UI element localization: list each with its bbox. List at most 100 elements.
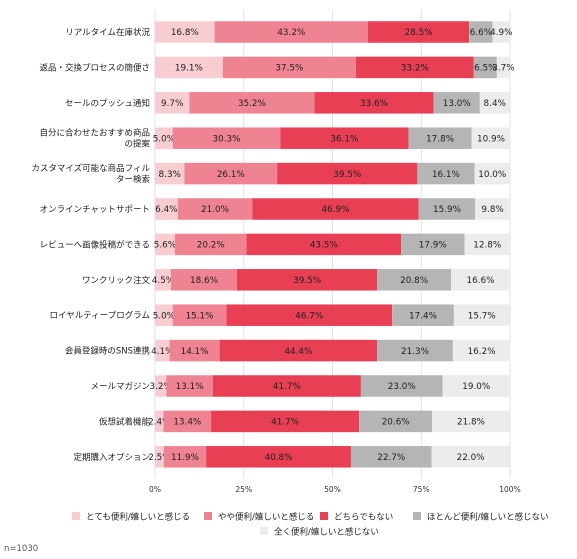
data-label: 13.1% <box>176 382 204 392</box>
category-label: ワンクリック注文 <box>82 275 151 286</box>
bar-segment <box>155 339 170 362</box>
bar-segment <box>473 56 497 79</box>
data-label: 43.2% <box>277 28 305 38</box>
bar-segment <box>475 198 510 220</box>
x-tick-label: 25% <box>235 485 252 494</box>
data-label: 18.6% <box>190 276 218 286</box>
legend-swatch <box>413 512 421 520</box>
bar-segment <box>172 127 281 149</box>
data-label: 2.4% <box>148 418 170 428</box>
data-label: 10.9% <box>477 134 505 144</box>
legend-label: どちらでもない <box>334 513 393 523</box>
data-label: 15.1% <box>186 311 214 321</box>
data-label: 3.7% <box>492 64 514 74</box>
legend: とても便利/嬉しいと感じる やや便利/嬉しいと感じる どちらでもない ほとんど便利/嬉… <box>72 512 549 538</box>
bar-segment <box>174 233 247 256</box>
bar-segment <box>212 375 361 397</box>
bar-segment <box>464 233 510 256</box>
data-label: 30.3% <box>213 134 241 144</box>
data-label: 20.2% <box>197 241 225 251</box>
x-tick-label: 100% <box>499 485 520 494</box>
data-label: 20.6% <box>382 418 410 428</box>
data-label: 16.1% <box>432 170 460 180</box>
data-label: 22.7% <box>377 453 405 463</box>
bar-segment <box>155 92 190 114</box>
bar-segment <box>368 21 470 43</box>
data-label: 16.2% <box>468 347 496 357</box>
data-label: 8.3% <box>159 170 181 180</box>
bar-segment <box>155 21 215 43</box>
bar-segment <box>496 56 510 79</box>
data-label: 44.4% <box>284 347 312 357</box>
bar-segment <box>431 446 510 468</box>
bar-segment <box>479 92 510 114</box>
bar-segment <box>408 127 472 149</box>
data-label: 11.9% <box>171 453 199 463</box>
x-tick-label: 50% <box>324 485 341 494</box>
category-label: 返品・交換プロセスの簡便さ <box>39 62 150 73</box>
data-label: 9.7% <box>161 99 183 109</box>
category-label: 自分に合わせたおすすめ商品の提案 <box>39 128 150 150</box>
category-label: レビューへ画像投稿ができる <box>40 239 150 250</box>
data-label: 8.4% <box>484 99 506 109</box>
bar-segment <box>474 162 510 185</box>
bar-segment <box>155 127 173 149</box>
data-label: 39.5% <box>293 276 321 286</box>
x-tick-labels: 0% 25% 50% 75% 100% <box>149 485 521 494</box>
data-label: 28.5% <box>405 28 433 38</box>
data-label: 16.8% <box>171 28 199 38</box>
bar-segment <box>237 269 378 291</box>
category-label: カスタマイズ可能な商品フィルター検索 <box>31 163 150 185</box>
bar-segment <box>163 410 212 433</box>
bar-segment <box>206 446 351 468</box>
category-label: メールマガジン <box>90 381 150 392</box>
data-label: 41.7% <box>273 382 301 392</box>
bar-segment <box>211 410 360 433</box>
bar-segment <box>401 233 465 256</box>
bar-segment <box>170 269 238 291</box>
data-label: 23.0% <box>388 382 416 392</box>
bar-segment <box>277 162 418 185</box>
bar-segment <box>155 446 164 468</box>
bar-segment <box>442 375 510 397</box>
legend-label: 全く便利/嬉しいと感じない <box>274 527 379 538</box>
bar-segment <box>172 304 227 326</box>
bar-segment <box>155 410 164 433</box>
data-label: 19.1% <box>175 64 203 74</box>
category-label: 仮想試着機能 <box>99 416 151 427</box>
bar-segment <box>350 446 432 468</box>
data-label: 13.0% <box>443 99 471 109</box>
legend-label: ほとんど便利/嬉しいと感じない <box>427 512 549 523</box>
data-label: 26.1% <box>217 170 245 180</box>
bar-segment <box>252 198 419 220</box>
data-label: 21.8% <box>457 418 485 428</box>
bar-segment <box>314 92 434 114</box>
bar-segment <box>469 21 493 43</box>
bar-segment <box>451 269 510 291</box>
data-label: 46.7% <box>295 311 323 321</box>
bar-segment <box>355 56 474 79</box>
legend-label: とても便利/嬉しいと感じる <box>86 512 190 523</box>
category-labels: リアルタイム在庫状況返品・交換プロセスの簡便さセールのプッシュ通知自分に合わせた… <box>31 27 150 463</box>
data-label: 15.7% <box>468 311 496 321</box>
bar-segment <box>392 304 454 326</box>
bar-segment <box>433 92 480 114</box>
category-label: 会員登録時のSNS連携 <box>65 346 150 357</box>
bar-segment <box>417 162 475 185</box>
category-label: オンラインチャットサポート <box>40 205 150 215</box>
bar-segment <box>280 127 409 149</box>
bar-segment <box>177 198 253 220</box>
bar-segment <box>155 162 185 185</box>
bar-segment <box>155 304 173 326</box>
data-label: 6.6% <box>470 28 492 38</box>
data-label: 13.4% <box>173 418 201 428</box>
data-label: 14.1% <box>181 347 209 357</box>
data-label: 17.4% <box>409 311 437 321</box>
bar-segment <box>155 375 167 397</box>
data-label: 4.1% <box>151 347 173 357</box>
data-label: 4.9% <box>490 28 512 38</box>
data-label: 2.5% <box>148 453 170 463</box>
bar-segment <box>359 410 433 433</box>
data-label: 37.5% <box>275 64 303 74</box>
